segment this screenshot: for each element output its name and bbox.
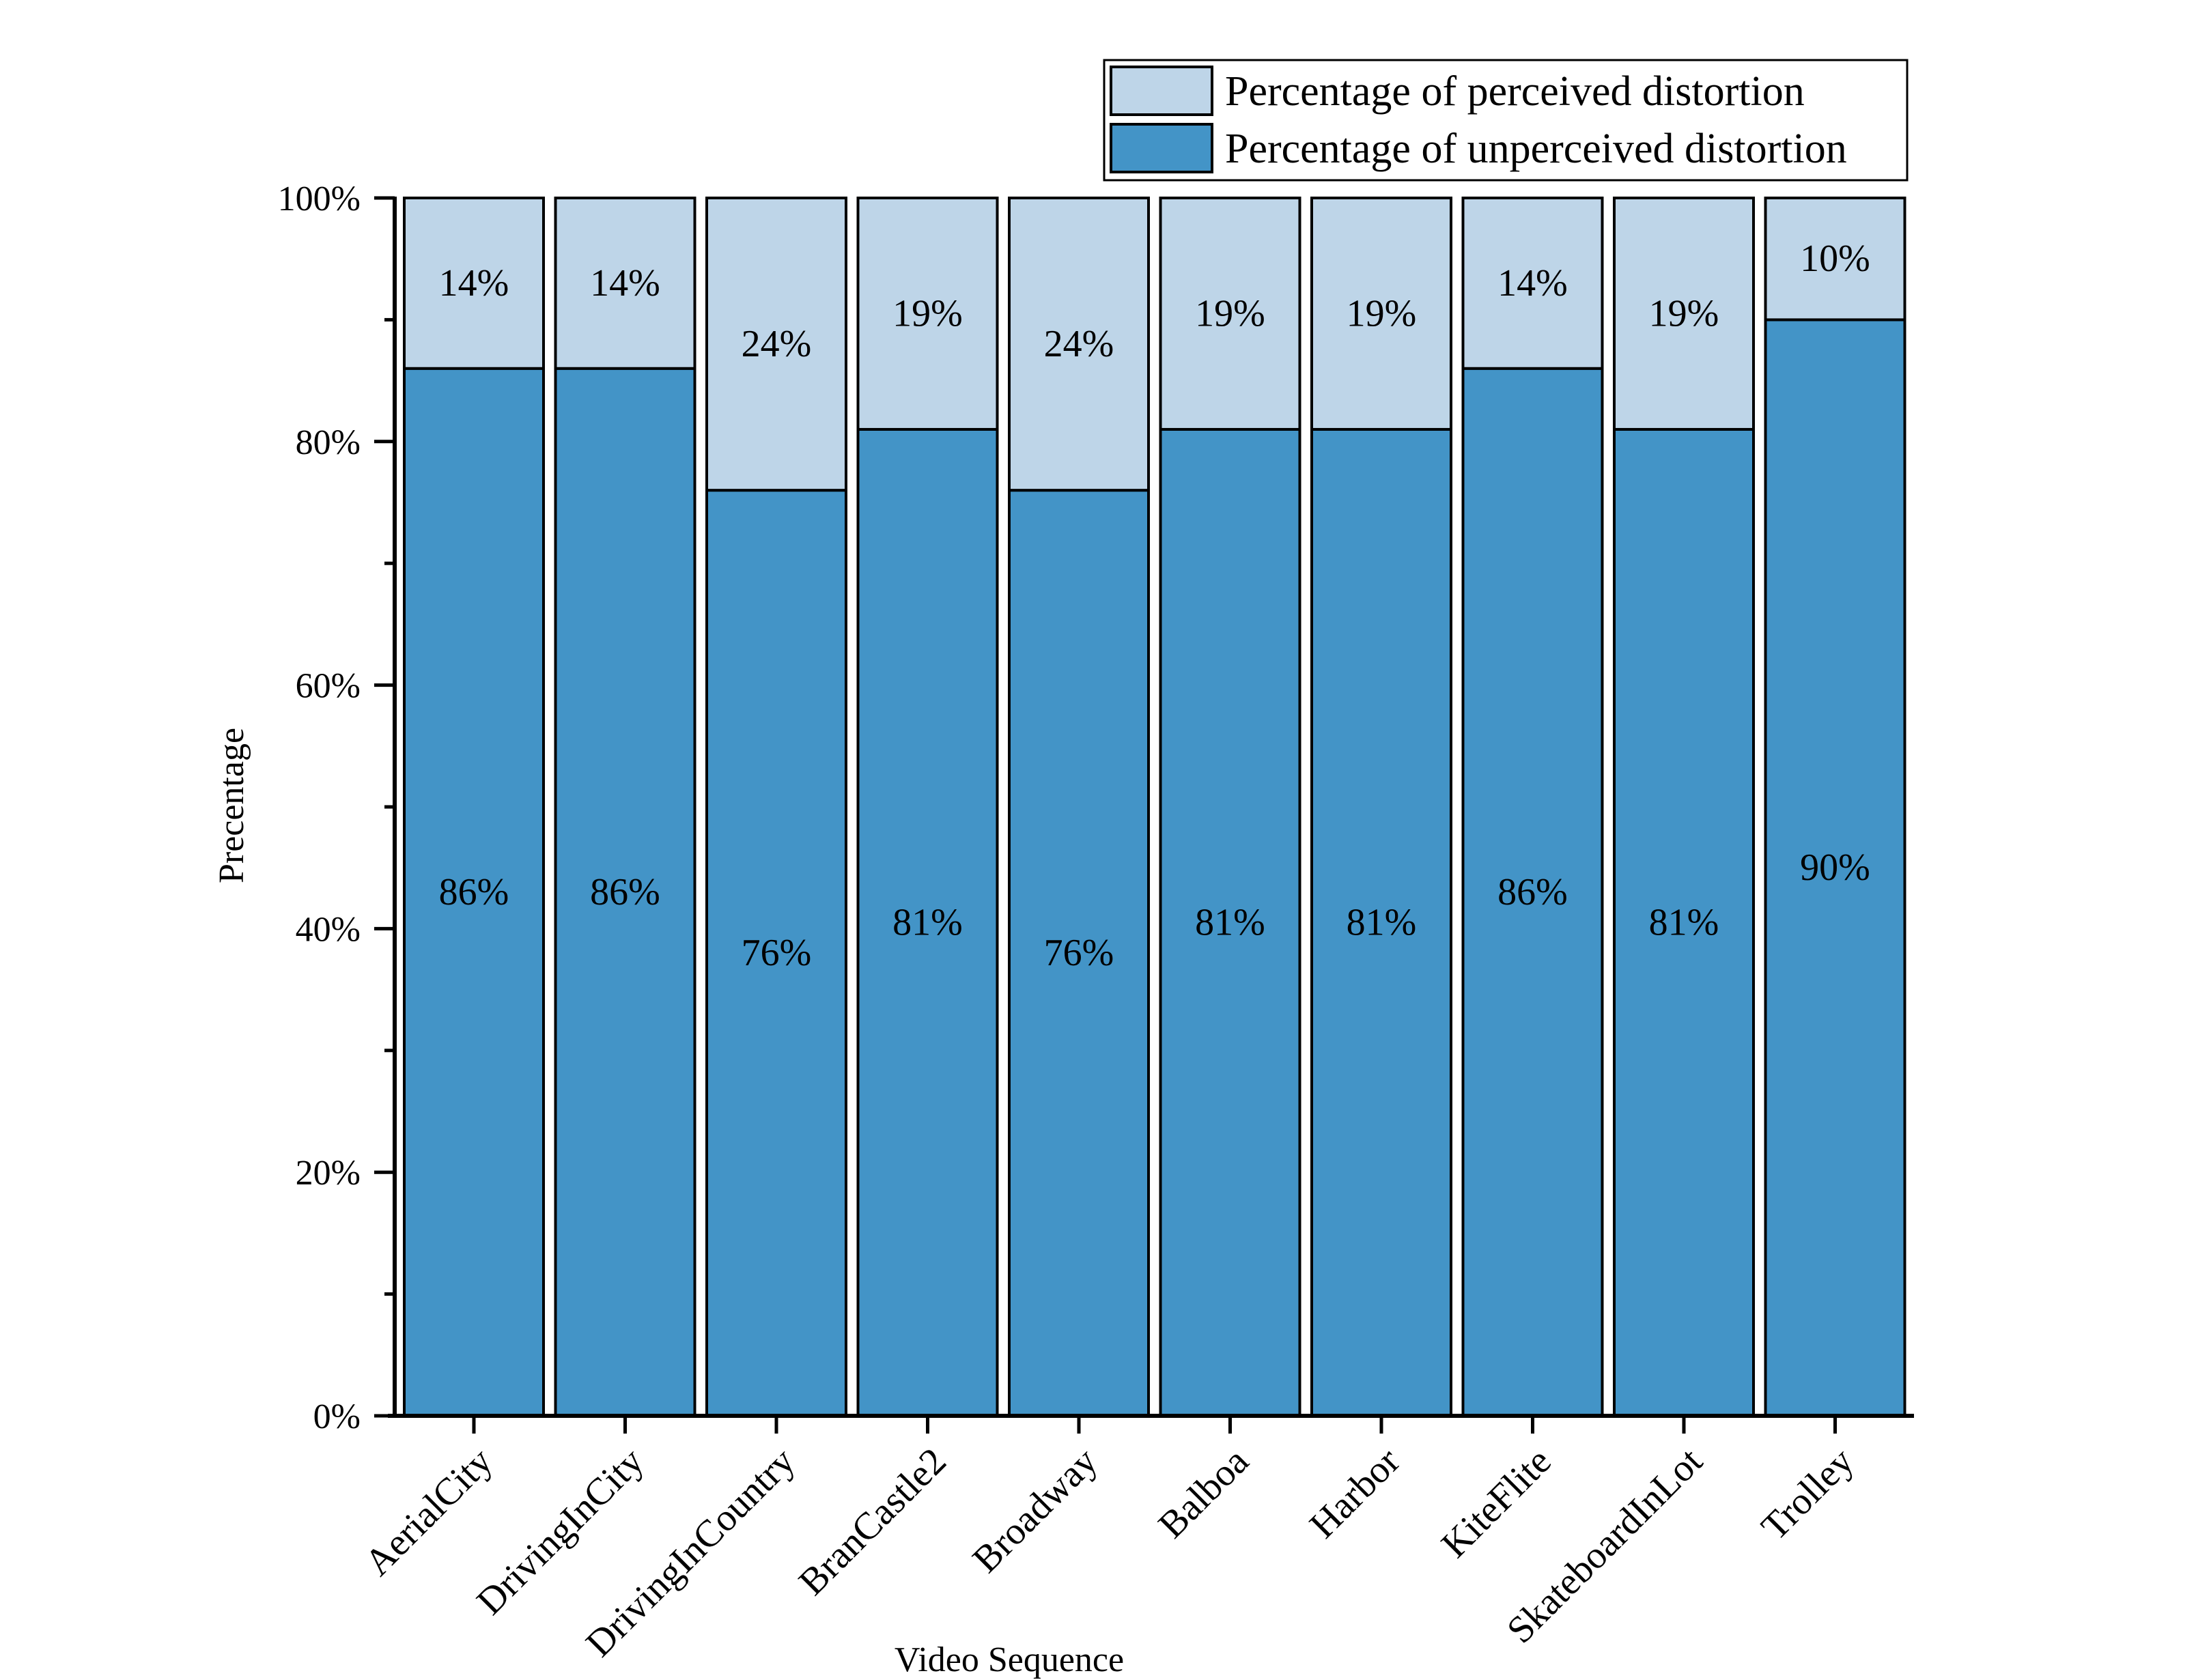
y-tick-label: 100% — [278, 180, 361, 218]
value-label-unperceived: 86% — [1497, 871, 1568, 913]
bar-perceived-kiteflite — [1461, 197, 1604, 370]
value-label-perceived: 19% — [1347, 292, 1417, 334]
legend-swatch-perceived — [1110, 66, 1213, 116]
legend: Percentage of perceived distortion Perce… — [1103, 59, 1909, 182]
y-tick-label: 0% — [313, 1397, 361, 1436]
bar-perceived-drivingincountry — [705, 197, 847, 492]
bars-group: 86% 14% 86% 14% 76% 24% 81% 19% 76% 24% 81% 19% 81% 1… — [403, 197, 1906, 1418]
bar-unperceived-harbor — [1310, 427, 1452, 1418]
legend-label-perceived: Percentage of perceived distortion — [1225, 68, 1805, 115]
value-label-perceived: 19% — [892, 292, 963, 334]
y-tick-label: 20% — [296, 1154, 361, 1193]
value-label-unperceived: 90% — [1800, 846, 1870, 889]
legend-label-unperceived: Percentage of unperceived distortion — [1225, 126, 1847, 172]
value-label-unperceived: 81% — [1195, 901, 1265, 943]
value-label-perceived: 19% — [1195, 292, 1265, 334]
legend-box — [1103, 59, 1909, 182]
y-tick-label: 60% — [296, 667, 361, 706]
value-label-unperceived: 81% — [1347, 901, 1417, 943]
bar-unperceived-aerialcity — [403, 367, 545, 1417]
y-axis-title: Precentage — [212, 728, 251, 883]
bar-perceived-aerialcity — [403, 197, 545, 370]
value-label-perceived: 14% — [439, 262, 509, 304]
value-label-perceived: 14% — [590, 262, 660, 304]
x-tick-label: Broadway — [965, 1440, 1106, 1581]
value-label-perceived: 10% — [1800, 238, 1870, 280]
y-ticks-group: 0% 20% 40% 60% 80% 100% — [278, 180, 395, 1436]
bar-unperceived-skateboardinlot — [1613, 427, 1755, 1418]
value-label-perceived: 24% — [1044, 323, 1114, 365]
x-ticks-group: AerialCityDrivingInCityDrivingInCountryB… — [356, 1416, 1862, 1665]
y-tick-label: 80% — [296, 423, 361, 462]
bar-perceived-balboa — [1159, 197, 1301, 431]
x-tick-label: BranCastle2 — [791, 1440, 955, 1604]
x-axis-title: Video Sequence — [895, 1640, 1124, 1679]
value-label-perceived: 14% — [1497, 262, 1568, 304]
value-label-perceived: 19% — [1649, 292, 1719, 334]
bar-unperceived-kiteflite — [1461, 367, 1604, 1417]
x-tick-label: AerialCity — [356, 1440, 501, 1584]
x-tick-label: Balboa — [1151, 1440, 1257, 1546]
bar-unperceived-balboa — [1159, 427, 1301, 1418]
bar-perceived-trolley — [1764, 197, 1906, 322]
bar-perceived-skateboardinlot — [1613, 197, 1755, 431]
y-tick-label: 40% — [296, 910, 361, 949]
bar-perceived-drivingincity — [554, 197, 696, 370]
x-tick-label: KiteFlite — [1433, 1440, 1560, 1566]
legend-swatch-unperceived — [1110, 123, 1213, 173]
bar-unperceived-trolley — [1764, 318, 1906, 1417]
value-label-unperceived: 86% — [439, 871, 509, 913]
value-label-unperceived: 86% — [590, 871, 660, 913]
bar-perceived-brancastle2 — [856, 197, 999, 431]
bar-unperceived-drivingincountry — [705, 489, 847, 1417]
value-label-unperceived: 76% — [1044, 932, 1114, 974]
value-label-unperceived: 76% — [742, 932, 812, 974]
value-label-unperceived: 81% — [1649, 901, 1719, 943]
bar-perceived-harbor — [1310, 197, 1452, 431]
value-label-perceived: 24% — [742, 323, 812, 365]
x-tick-label: Harbor — [1301, 1440, 1408, 1546]
x-tick-label: Trolley — [1754, 1440, 1862, 1548]
value-label-unperceived: 81% — [892, 901, 963, 943]
bar-perceived-broadway — [1008, 197, 1150, 492]
